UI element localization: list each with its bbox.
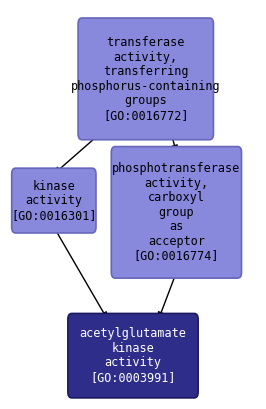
FancyBboxPatch shape bbox=[12, 168, 96, 233]
Text: acetylglutamate
kinase
activity
[GO:0003991]: acetylglutamate kinase activity [GO:0003… bbox=[80, 328, 186, 384]
Text: phosphotransferase
activity,
carboxyl
group
as
acceptor
[GO:0016774]: phosphotransferase activity, carboxyl gr… bbox=[112, 162, 240, 262]
Text: transferase
activity,
transferring
phosphorus-containing
groups
[GO:0016772]: transferase activity, transferring phosp… bbox=[71, 36, 221, 121]
FancyBboxPatch shape bbox=[111, 146, 242, 278]
Text: kinase
activity
[GO:0016301]: kinase activity [GO:0016301] bbox=[11, 180, 97, 222]
FancyBboxPatch shape bbox=[78, 18, 213, 140]
FancyBboxPatch shape bbox=[68, 313, 198, 398]
